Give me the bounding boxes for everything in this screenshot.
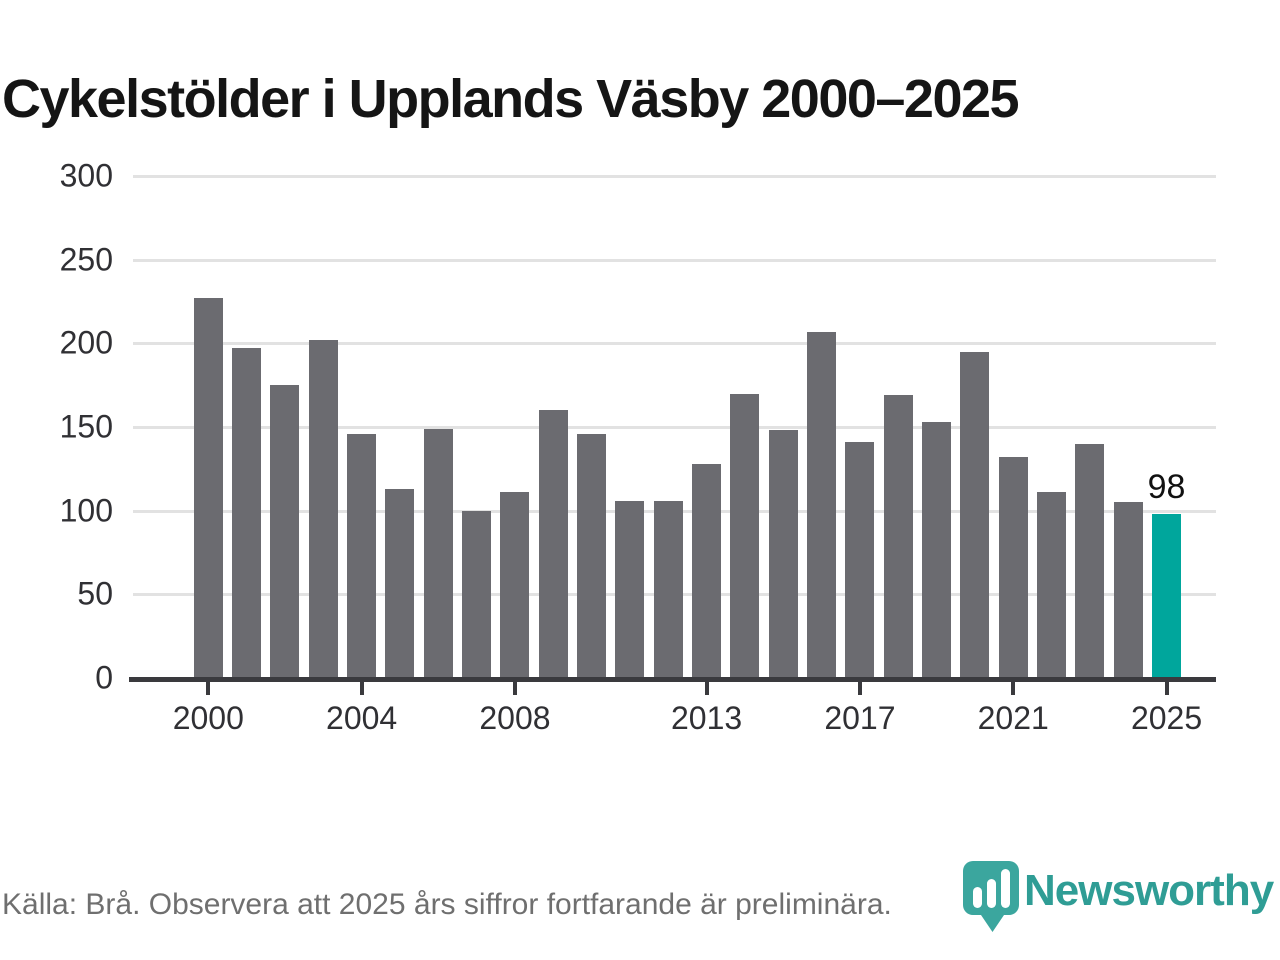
bar-2012 <box>653 500 683 678</box>
x-axis-tick-2004 <box>359 682 364 695</box>
bar-2019 <box>922 421 952 678</box>
x-axis-tick-2013 <box>704 682 709 695</box>
gridline-300 <box>133 175 1216 178</box>
bar-2022 <box>1037 492 1067 678</box>
newsworthy-logo[interactable]: Newsworthy <box>962 858 1274 938</box>
x-axis-label-2021: 2021 <box>977 700 1049 736</box>
y-axis-label-0: 0 <box>95 659 113 696</box>
x-axis-label-2000: 2000 <box>172 700 244 736</box>
chart-title: Cykelstölder i Upplands Väsby 2000–2025 <box>2 69 1020 130</box>
newsworthy-logo-text: Newsworthy <box>1024 866 1274 915</box>
bar-2003 <box>308 339 338 678</box>
bar-2023 <box>1075 443 1105 678</box>
bar-2021 <box>998 457 1028 678</box>
bar-2005 <box>385 488 415 678</box>
bar-2010 <box>577 433 607 678</box>
bar-2009 <box>538 410 568 678</box>
bar-2018 <box>883 395 913 678</box>
bar-2001 <box>232 348 262 678</box>
x-axis-tick-2025 <box>1164 682 1169 695</box>
bar-2013 <box>692 463 722 678</box>
x-axis-tick-2017 <box>857 682 862 695</box>
bar-2017 <box>845 442 875 678</box>
x-axis-label-2004: 2004 <box>326 700 398 736</box>
y-axis-label-50: 50 <box>77 575 113 612</box>
y-axis-label-200: 200 <box>59 324 113 361</box>
y-axis-label-300: 300 <box>59 157 113 194</box>
bar-2004 <box>347 433 377 678</box>
x-axis-line <box>129 677 1216 682</box>
gridline-200 <box>133 342 1216 346</box>
bar-2024 <box>1113 502 1143 678</box>
gridline-150 <box>133 426 1216 429</box>
bar-2002 <box>270 385 300 678</box>
y-axis-label-250: 250 <box>59 241 113 278</box>
source-note: Källa: Brå. Observera att 2025 års siffr… <box>2 888 892 921</box>
x-axis-tick-2000 <box>206 682 211 695</box>
bar-2000 <box>193 298 223 678</box>
bar-2016 <box>807 331 837 678</box>
bar-2015 <box>768 430 798 678</box>
bar-2008 <box>500 492 530 678</box>
bar-2011 <box>615 500 645 678</box>
bar-2025-highlighted <box>1152 514 1182 678</box>
highlight-value-label: 98 <box>1147 468 1186 506</box>
gridline-250 <box>133 258 1216 262</box>
x-axis-label-2017: 2017 <box>824 700 896 736</box>
x-axis-label-2013: 2013 <box>670 700 743 736</box>
x-axis-label-2008: 2008 <box>479 700 551 736</box>
bar-2007 <box>462 510 492 678</box>
x-axis-tick-2021 <box>1011 682 1016 695</box>
x-axis-label-2025: 2025 <box>1130 700 1203 736</box>
y-axis-label-150: 150 <box>59 408 113 445</box>
bar-2014 <box>730 393 760 678</box>
bar-2020 <box>960 351 990 678</box>
x-axis-tick-2008 <box>512 682 517 695</box>
y-axis-label-100: 100 <box>59 492 113 529</box>
bar-2006 <box>423 428 453 678</box>
newsworthy-pin-icon <box>963 861 1019 932</box>
